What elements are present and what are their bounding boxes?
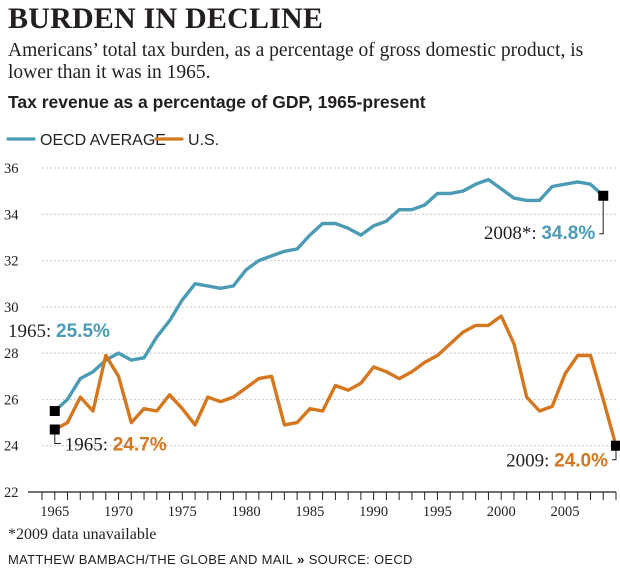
annotation-marker [49, 406, 60, 416]
dek: Americans’ total tax burden, as a percen… [8, 40, 584, 83]
annotation-marker [598, 190, 609, 201]
credit-author: MATTHEW BAMBACH/THE GLOBE AND MAIL [8, 552, 294, 567]
x-tick-label: 1965 [40, 504, 69, 520]
credit-separator: » [297, 552, 305, 567]
x-tick-label: 2000 [487, 504, 516, 520]
annotation-marker [611, 440, 620, 451]
annotation-label: 2009: 24.0% [506, 451, 608, 472]
legend-label: OECD AVERAGE [40, 132, 166, 149]
y-tick-label: 26 [4, 392, 19, 408]
y-tick-label: 36 [4, 161, 19, 177]
annotation-value: 34.8% [541, 223, 595, 244]
x-tick-label: 1980 [232, 504, 261, 520]
annotation-prefix: 1965: [65, 435, 113, 456]
gridlines [42, 167, 616, 447]
credit-line: MATTHEW BAMBACH/THE GLOBE AND MAIL» SOURC… [8, 552, 413, 567]
x-tick-label: 1975 [168, 504, 197, 520]
footnote: *2009 data unavailable [8, 526, 157, 543]
series-line-u-s- [53, 314, 618, 448]
y-tick-label: 30 [4, 300, 19, 316]
series-lines [53, 177, 618, 448]
annotation-value: 24.7% [113, 435, 167, 456]
y-tick-label: 28 [4, 346, 19, 362]
annotation-leader [599, 195, 604, 235]
axes: 22 24 26 28 30 32 34 36 1965 1970 1975 1980 1985 1990… [4, 161, 617, 520]
annotation-label: 1965: 25.5% [8, 321, 110, 342]
x-tick-label: 1990 [359, 504, 388, 520]
x-tick-label: 1985 [295, 504, 324, 520]
legend: OECD AVERAGE U.S. [6, 132, 219, 149]
series-line-oecd-average [53, 177, 605, 413]
annotation-marker [49, 424, 60, 435]
annotations: 1965: 25.5%1965: 24.7%2008*: 34.8%2009: … [8, 190, 620, 472]
x-tick-label: 2005 [550, 504, 579, 520]
y-tick-label: 22 [4, 485, 19, 501]
annotation-value: 25.5% [56, 321, 110, 342]
x-tick-label: 1970 [104, 504, 133, 520]
y-tick-label: 24 [4, 439, 19, 455]
annotation-prefix: 2009: [506, 451, 554, 472]
x-tick-label: 1995 [423, 504, 452, 520]
annotation-prefix: 1965: [8, 321, 56, 342]
annotation-label: 2008*: 34.8% [484, 223, 596, 244]
y-tick-label: 32 [4, 254, 19, 270]
annotation-value: 24.0% [554, 451, 608, 472]
y-tick-label: 34 [4, 207, 19, 223]
annotation-label: 1965: 24.7% [65, 435, 167, 456]
headline: BURDEN IN DECLINE [8, 2, 324, 35]
credit-source: SOURCE: OECD [308, 552, 413, 567]
legend-label: U.S. [188, 132, 219, 149]
chart-title: Tax revenue as a percentage of GDP, 1965… [8, 92, 426, 112]
annotation-prefix: 2008*: [484, 223, 542, 244]
